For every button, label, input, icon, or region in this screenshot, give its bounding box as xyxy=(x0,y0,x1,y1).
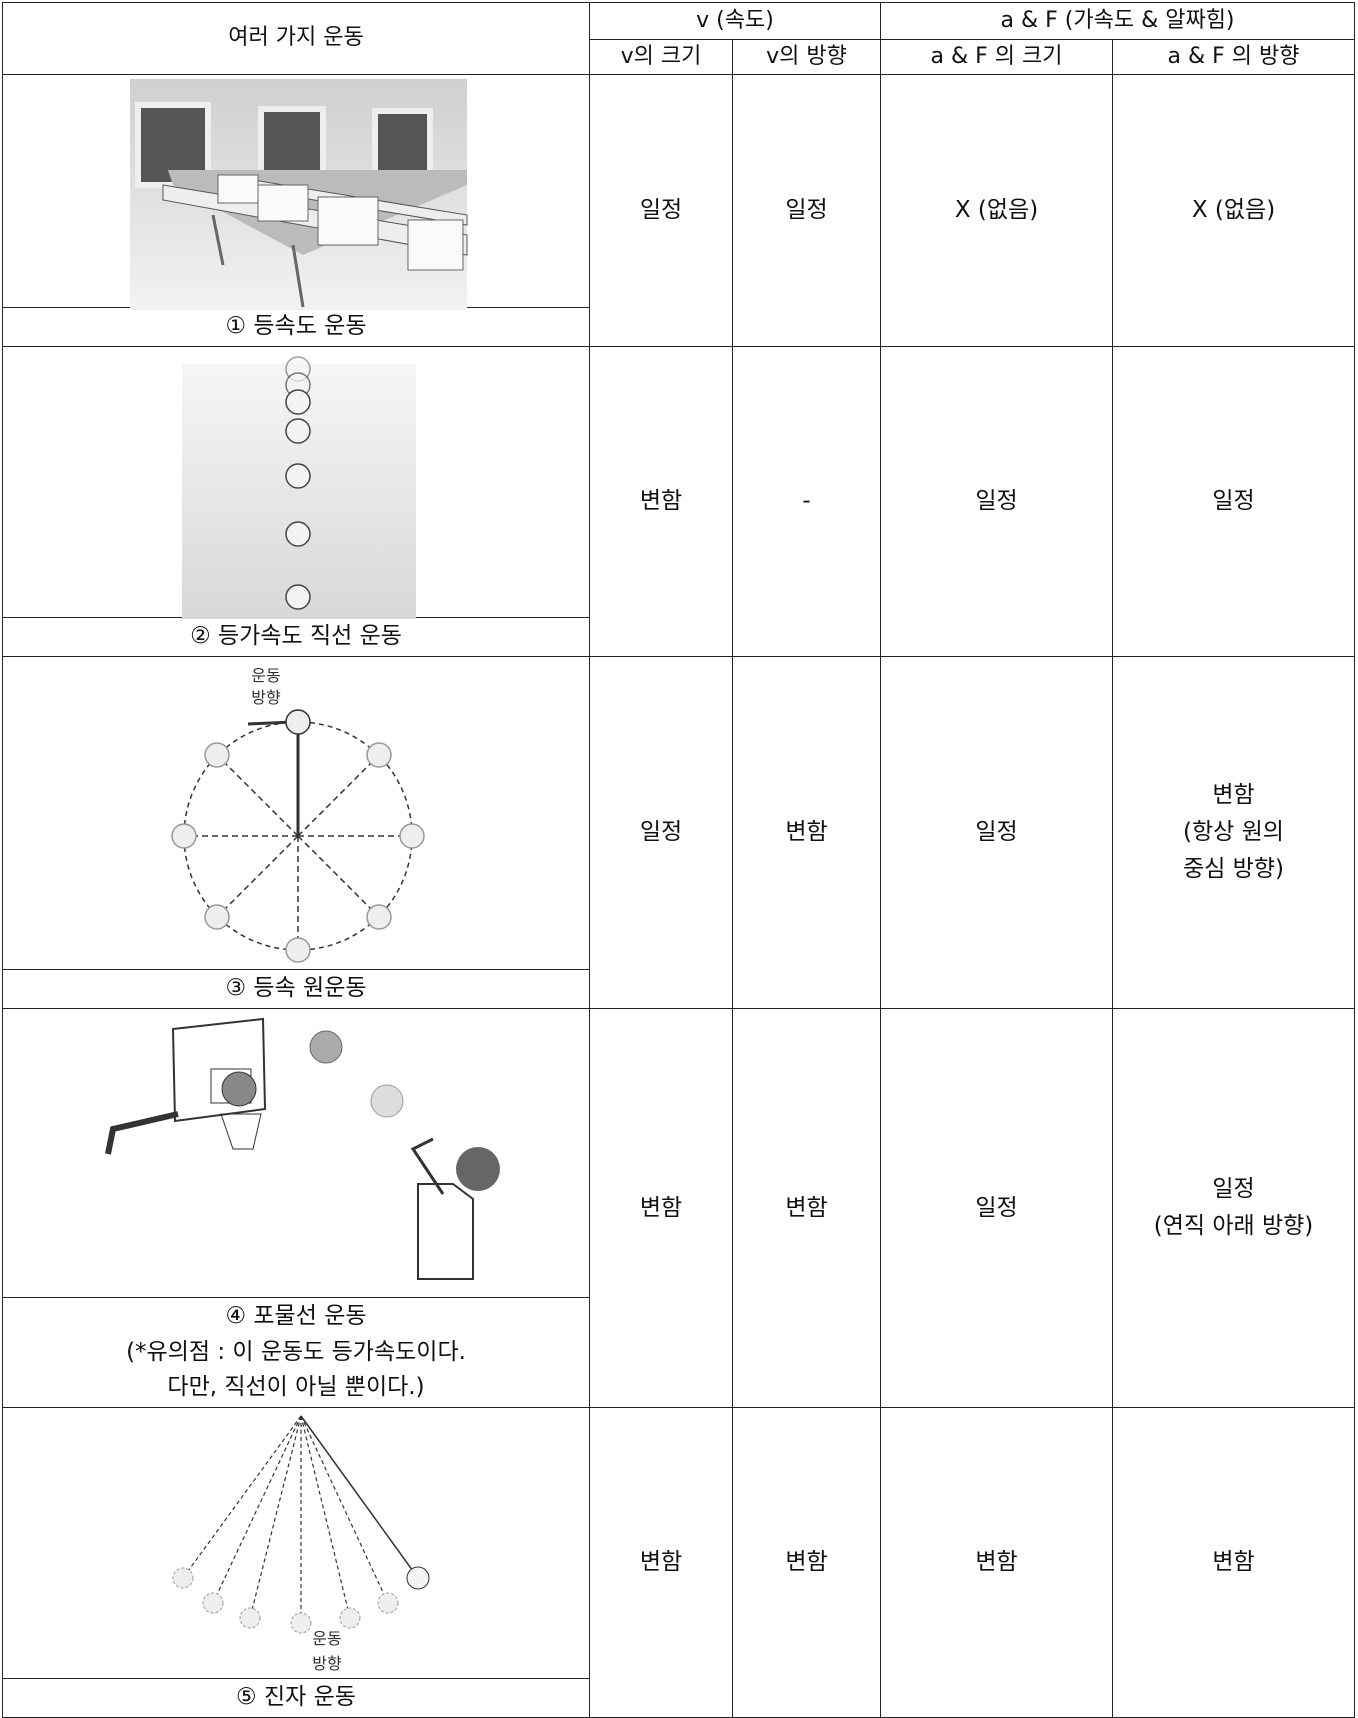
motion-cell: ④ 포물선 운동 (*유의점 : 이 운동도 등가속도이다. 다만, 직선이 아… xyxy=(2,1008,590,1408)
pendulum-illustration: 운동 방향 xyxy=(172,1415,430,1673)
value-cell: 변함 xyxy=(589,1407,733,1718)
cell-line: X (없음) xyxy=(954,197,1039,224)
figure xyxy=(3,1009,589,1297)
value-cell: 일정 xyxy=(1112,346,1356,657)
figure-label: 방향 xyxy=(251,688,281,707)
caption: ⑤ 진자 운동 xyxy=(3,1678,589,1717)
cell-line: X (없음) xyxy=(1191,197,1276,224)
value-cell: 일정 xyxy=(880,656,1114,1009)
value-cell: X (없음) xyxy=(1112,74,1356,347)
conveyor-illustration xyxy=(130,79,468,310)
motion-cell: ② 등가속도 직선 운동 xyxy=(2,346,590,657)
value-cell: 변함 xyxy=(731,656,882,1009)
cell-line: 일정 xyxy=(975,819,1018,846)
caption: ① 등속도 운동 xyxy=(3,307,589,346)
header-cell: a & F 의 방향 xyxy=(1112,39,1356,75)
header-cell: a & F (가속도 & 알짜힘) xyxy=(880,2,1356,40)
header-cell: a & F 의 크기 xyxy=(880,39,1114,75)
value-cell: 일정 xyxy=(589,74,733,347)
cell-line: (항상 원의 xyxy=(1183,819,1284,846)
value-cell: 일정 xyxy=(880,1008,1114,1408)
cell-line: 변함 xyxy=(639,1549,683,1576)
cell-line: 일정 xyxy=(1212,1176,1255,1203)
value-cell: 변함 xyxy=(1112,1407,1356,1718)
value-cell: 일정 (연직 아래 방향) xyxy=(1112,1008,1356,1408)
caption-line: ⑤ 진자 운동 xyxy=(236,1684,356,1711)
caption-line: ③ 등속 원운동 xyxy=(225,975,367,1002)
caption: ② 등가속도 직선 운동 xyxy=(3,617,589,656)
circular-motion-illustration: 운동 방향 xyxy=(171,666,425,963)
caption-line: (*유의점 : 이 운동도 등가속도이다. xyxy=(126,1338,466,1365)
value-cell: 일정 xyxy=(880,346,1114,657)
figure-label: 운동 xyxy=(312,1629,341,1648)
header-cell: 여러 가지 운동 xyxy=(2,2,590,75)
value-cell: 변함 xyxy=(731,1008,882,1408)
cell-line: 일정 xyxy=(639,197,683,224)
cell-line: (연직 아래 방향) xyxy=(1153,1213,1314,1239)
falling-ball-illustration xyxy=(182,356,416,619)
value-cell: - xyxy=(731,346,882,657)
figure xyxy=(3,75,589,310)
cell-line: 일정 xyxy=(639,819,683,846)
cell-line: 변함 xyxy=(785,819,828,846)
figure: 운동 방향 xyxy=(3,657,589,969)
cell-line: 변함 xyxy=(1212,782,1255,809)
cell-line: 중심 방향) xyxy=(1183,855,1284,882)
figure-label: 운동 xyxy=(251,666,280,685)
value-cell: 변함 xyxy=(589,1008,733,1408)
value-cell: 일정 xyxy=(731,74,882,347)
cell-line: 변함 xyxy=(639,488,683,515)
caption: ④ 포물선 운동 (*유의점 : 이 운동도 등가속도이다. 다만, 직선이 아… xyxy=(3,1297,589,1407)
cell-line: 변함 xyxy=(785,1549,828,1576)
cell-line: 변함 xyxy=(1212,1549,1255,1576)
value-cell: 변함 (항상 원의 중심 방향) xyxy=(1112,656,1356,1009)
cell-line: 일정 xyxy=(1212,488,1255,515)
cell-line: - xyxy=(802,488,811,515)
cell-line: 변함 xyxy=(639,1194,683,1221)
cell-line: 변함 xyxy=(785,1194,828,1221)
value-cell: 변함 xyxy=(589,346,733,657)
figure: 운동 방향 xyxy=(3,1408,589,1678)
cell-line: 일정 xyxy=(785,197,828,224)
caption-line: 다만, 직선이 아닐 뿐이다.) xyxy=(167,1374,425,1401)
motion-cell: 운동 방향 ③ 등속 원운동 xyxy=(2,656,590,1009)
cell-line: 일정 xyxy=(975,488,1018,515)
cell-line: 일정 xyxy=(975,1194,1018,1221)
projectile-illustration xyxy=(105,1017,500,1280)
cell-line: 변함 xyxy=(975,1549,1018,1576)
caption-line: ④ 포물선 운동 xyxy=(225,1303,367,1330)
motion-cell: 운동 방향 ⑤ 진자 운동 xyxy=(2,1407,590,1718)
figure xyxy=(3,347,589,619)
figure-label: 방향 xyxy=(312,1654,342,1673)
caption-line: ① 등속도 운동 xyxy=(225,313,367,340)
motion-cell: ① 등속도 운동 xyxy=(2,74,590,347)
value-cell: 변함 xyxy=(731,1407,882,1718)
header-cell: v (속도) xyxy=(588,2,882,40)
header-cell: v의 방향 xyxy=(731,39,882,75)
caption: ③ 등속 원운동 xyxy=(3,969,589,1008)
value-cell: 일정 xyxy=(589,656,733,1009)
value-cell: 변함 xyxy=(880,1407,1114,1718)
caption-line: ② 등가속도 직선 운동 xyxy=(190,623,402,650)
value-cell: X (없음) xyxy=(880,74,1114,347)
header-cell: v의 크기 xyxy=(589,39,733,75)
